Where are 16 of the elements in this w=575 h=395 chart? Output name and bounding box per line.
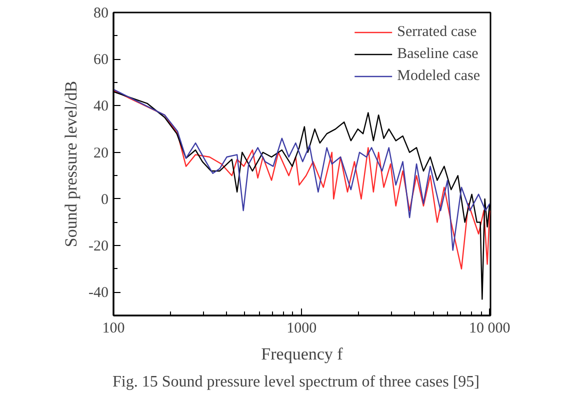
x-tick-label: 1000	[286, 320, 317, 336]
y-tick-label: 60	[94, 52, 108, 68]
y-axis-title: Sound pressure level/dB	[62, 80, 81, 248]
y-tick-label: -20	[88, 238, 109, 255]
legend-label: Modeled case	[397, 68, 480, 84]
x-tick-label: 100	[102, 320, 125, 336]
caption: Fig. 15 Sound pressure level spectrum of three cases [95]	[112, 374, 480, 390]
x-axis-title: Frequency f	[261, 344, 344, 364]
x-tick-label: 10 000	[469, 320, 510, 336]
legend-label: Serrated case	[397, 24, 477, 40]
y-tick-label: 80	[94, 6, 108, 22]
y-tick-label: 40	[94, 98, 108, 115]
y-tick-label: 20	[94, 145, 108, 162]
y-tick-label: -40	[88, 285, 109, 302]
y-tick-label: 0	[101, 192, 108, 208]
legend-label: Baseline case	[397, 46, 478, 62]
